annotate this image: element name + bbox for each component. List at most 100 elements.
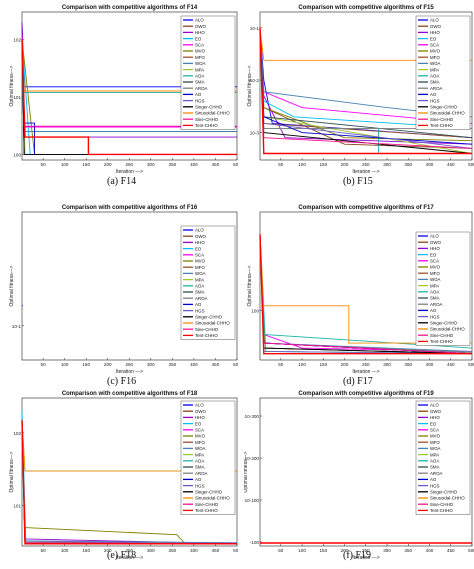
x-tick-label: 500 [468,362,474,367]
legend-label: SCA [430,428,439,433]
panel-caption: (e) F18 [107,550,137,561]
series-line-tent-chho [259,234,472,355]
y-tick-label: -100 [250,540,260,545]
x-axis-label: Iteration ---> [116,555,143,561]
legend-label: AOA [195,459,204,464]
legend-label: EO [430,252,437,257]
legend-label: SMA [195,290,205,295]
legend-label: AO [195,302,202,307]
x-tick-label: 300 [383,162,391,167]
legend-label: SMA [430,465,440,470]
legend-label: Singer-CHHO [195,315,223,320]
legend-label: MVO [195,259,206,264]
legend-label: GWO [430,240,442,245]
y-axis-label: Optimal fitness---> [9,451,15,492]
legend-box [415,15,471,130]
y-axis-label: Optimal fitness---> [247,65,253,106]
series-line-tent-chho [21,39,237,156]
x-tick-label: 500 [468,162,474,167]
x-tick-label: 500 [233,162,238,167]
legend-label: MPA [430,67,439,72]
legend-label: GWO [195,24,207,29]
x-tick-label: 350 [404,548,412,553]
legend-label: Tent-CHHO [430,508,453,513]
x-tick-label: 500 [468,548,474,553]
x-axis-label: Iteration ---> [352,369,379,375]
legend-box [180,15,236,130]
legend-label: HGS [430,483,440,488]
y-tick-label: 10-1 [12,324,22,329]
legend-label: GWO [430,409,442,414]
legend-label: EO [195,36,202,41]
x-tick-label: 150 [82,162,90,167]
legend-label: MVO [430,49,441,54]
series-line-tent-chho [259,27,472,155]
legend-label: EO [430,421,437,426]
legend-label: AO [430,308,437,313]
x-tick-label: 250 [362,548,370,553]
legend-label: HHO [430,30,440,35]
legend-label: GWO [195,409,207,414]
legend-label: Sine-CHHO [430,502,454,507]
y-tick-label: -10-100 [244,498,259,503]
legend-label: Tent-CHHO [195,333,218,338]
chart-svg: Comparison with competitive algorithms o… [243,391,474,561]
x-tick-label: 100 [298,362,306,367]
chart-svg: Comparison with competitive algorithms o… [247,205,474,375]
legend-label: Sinusoidal-CHHO [430,496,465,501]
legend-label: Tent-CHHO [430,339,453,344]
legend-label: MPA [430,283,439,288]
y-tick-label: 10-1 [250,26,260,31]
legend-label: MPA [195,452,204,457]
series-line-sinusoidal-chho [259,234,472,344]
x-tick-label: 200 [104,362,112,367]
legend-label: AROA [430,471,443,476]
legend-label: HGS [195,483,205,488]
x-tick-label: 350 [404,362,412,367]
legend-label: ALO [430,234,439,239]
panel-caption: (c) F16 [107,376,137,387]
legend-label: WOA [430,277,441,282]
panel-caption: (a) F14 [107,176,137,187]
legend-label: MFO [195,265,205,270]
x-tick-label: 100 [298,162,306,167]
legend-label: EO [430,36,437,41]
y-tick-label: 10-3 [250,131,260,136]
legend-label: Sine-CHHO [430,333,454,338]
x-tick-label: 150 [82,362,90,367]
legend-label: HGS [430,98,440,103]
legend-label: Sine-CHHO [195,502,219,507]
y-axis-label: Optimal fitness---> [247,265,253,306]
legend-label: MVO [195,49,206,54]
x-tick-label: 450 [447,362,455,367]
legend-label: Sinusoidal-CHHO [195,496,230,501]
legend-label: WOA [195,446,206,451]
x-tick-label: 250 [125,162,133,167]
x-tick-label: 400 [426,162,434,167]
x-axis-label: Iteration ---> [352,555,379,561]
legend-label: SMA [195,465,205,470]
legend-label: Sine-CHHO [195,117,219,122]
x-tick-label: 150 [319,162,327,167]
x-axis-label: Iteration ---> [352,169,379,175]
legend-label: MFO [195,55,205,60]
legend-label: MVO [430,434,441,439]
chart-svg: Comparison with competitive algorithms o… [247,5,474,175]
chart-panel-4: Comparison with competitive algorithms o… [244,200,474,388]
legend-label: AOA [430,290,439,295]
x-tick-label: 200 [341,548,349,553]
x-tick-label: 400 [426,362,434,367]
legend-label: Sinusoidal-CHHO [430,111,465,116]
legend-label: SMA [195,80,205,85]
x-tick-label: 450 [212,548,220,553]
legend-label: Sine-CHHO [195,327,219,332]
x-tick-label: 350 [169,362,177,367]
legend-label: HHO [430,415,440,420]
x-tick-label: 50 [41,548,47,553]
x-axis-label: Iteration ---> [116,169,143,175]
legend-label: MFO [430,55,440,60]
legend-label: HHO [195,30,205,35]
x-tick-label: 500 [233,548,238,553]
legend-box [180,400,236,515]
y-axis-label: Optimal fitness---> [9,265,15,306]
